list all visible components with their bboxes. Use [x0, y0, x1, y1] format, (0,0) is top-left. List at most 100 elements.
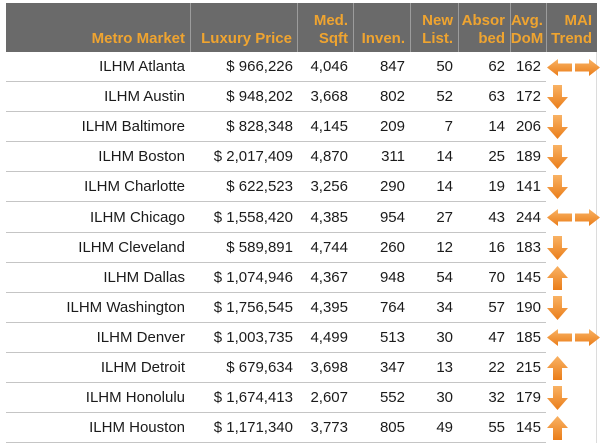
cell-absorbed: 14 — [458, 112, 510, 143]
arrow-right-icon — [575, 58, 600, 76]
cell-sqft: 3,256 — [297, 172, 353, 203]
cell-new_list: 54 — [410, 263, 458, 293]
arrow-down-icon — [547, 386, 568, 411]
arrow-up-icon — [547, 265, 568, 290]
mai-trend-indicator — [546, 202, 600, 232]
cell-price: $ 966,226 — [190, 52, 297, 83]
cell-price: $ 1,074,946 — [190, 263, 297, 293]
table-row: ILHM Dallas $ 1,074,946 4,367 948 54 70 145 — [6, 263, 596, 293]
cell-sqft: 2,607 — [297, 383, 353, 414]
cell-sqft: 4,395 — [297, 293, 353, 323]
mai-trend-indicator — [546, 263, 597, 293]
table-row: ILHM Chicago $ 1,558,420 4,385 954 27 43 244 — [6, 202, 600, 233]
cell-price: $ 1,003,735 — [190, 323, 297, 353]
mai-trend-indicator — [546, 413, 597, 443]
cell-market: ILHM Washington — [6, 293, 190, 323]
cell-new_list: 14 — [410, 142, 458, 173]
arrow-right-icon — [575, 209, 600, 227]
cell-new_list: 7 — [410, 112, 458, 143]
cell-price: $ 589,891 — [190, 233, 297, 263]
cell-absorbed: 47 — [458, 323, 510, 353]
cell-absorbed: 63 — [458, 82, 510, 113]
cell-inven: 347 — [353, 353, 410, 384]
cell-dom: 145 — [510, 413, 546, 444]
cell-absorbed: 70 — [458, 263, 510, 293]
cell-sqft: 4,145 — [297, 112, 353, 143]
arrow-down-icon — [547, 295, 568, 320]
cell-absorbed: 22 — [458, 353, 510, 384]
cell-new_list: 30 — [410, 383, 458, 414]
cell-market: ILHM Houston — [6, 413, 190, 444]
arrow-down-icon — [547, 145, 568, 170]
arrow-up-icon — [547, 355, 568, 380]
cell-market: ILHM Honolulu — [6, 383, 190, 414]
table-row: ILHM Washington $ 1,756,545 4,395 764 34 57 19… — [6, 293, 596, 323]
cell-price: $ 1,171,340 — [190, 413, 297, 444]
cell-market: ILHM Baltimore — [6, 112, 190, 143]
cell-market: ILHM Charlotte — [6, 172, 190, 203]
cell-new_list: 52 — [410, 82, 458, 113]
mai-trend-indicator — [546, 383, 597, 413]
cell-absorbed: 55 — [458, 413, 510, 444]
mai-trend-indicator — [546, 353, 597, 383]
cell-dom: 215 — [510, 353, 546, 384]
cell-absorbed: 57 — [458, 293, 510, 323]
cell-dom: 172 — [510, 82, 546, 113]
table-row: ILHM Cleveland $ 589,891 4,744 260 12 16 183 — [6, 233, 596, 263]
column-header-market: Metro Market — [91, 30, 185, 47]
cell-inven: 311 — [353, 142, 410, 173]
cell-dom: 145 — [510, 263, 546, 293]
cell-market: ILHM Atlanta — [6, 52, 190, 83]
arrow-left-icon — [547, 58, 572, 76]
cell-dom: 189 — [510, 142, 546, 173]
cell-absorbed: 32 — [458, 383, 510, 414]
cell-new_list: 34 — [410, 293, 458, 323]
cell-new_list: 50 — [410, 52, 458, 83]
arrow-down-icon — [547, 85, 568, 110]
cell-sqft: 3,698 — [297, 353, 353, 384]
cell-price: $ 1,674,413 — [190, 383, 297, 414]
cell-inven: 847 — [353, 52, 410, 83]
table-row: ILHM Atlanta $ 966,226 4,046 847 50 62 162 — [6, 52, 600, 83]
cell-absorbed: 25 — [458, 142, 510, 173]
cell-inven: 209 — [353, 112, 410, 143]
cell-market: ILHM Austin — [6, 82, 190, 113]
mai-trend-indicator — [546, 293, 597, 323]
cell-new_list: 27 — [410, 202, 458, 233]
cell-inven: 552 — [353, 383, 410, 414]
cell-sqft: 3,773 — [297, 413, 353, 444]
column-header-new_list: New List. — [410, 3, 458, 52]
cell-dom: 183 — [510, 233, 546, 263]
cell-inven: 954 — [353, 202, 410, 233]
arrow-down-icon — [547, 235, 568, 260]
cell-market: ILHM Cleveland — [6, 233, 190, 263]
cell-price: $ 679,634 — [190, 353, 297, 384]
cell-inven: 805 — [353, 413, 410, 444]
cell-new_list: 14 — [410, 172, 458, 203]
mai-trend-indicator — [546, 112, 597, 142]
table-row: ILHM Charlotte $ 622,523 3,256 290 14 19 141 — [6, 172, 597, 203]
table-row: ILHM Denver $ 1,003,735 4,499 513 30 47 185 — [6, 323, 600, 353]
mai-trend-indicator — [546, 172, 597, 202]
cell-market: ILHM Boston — [6, 142, 190, 173]
cell-price: $ 622,523 — [190, 172, 297, 203]
cell-new_list: 30 — [410, 323, 458, 353]
cell-dom: 179 — [510, 383, 546, 414]
table-row: ILHM Houston $ 1,171,340 3,773 805 49 55 145 — [6, 413, 597, 444]
arrow-down-icon — [547, 115, 568, 140]
cell-price: $ 2,017,409 — [190, 142, 297, 173]
column-header-price: Luxury Price — [190, 3, 297, 52]
arrow-left-icon — [547, 329, 572, 347]
column-header-dom: Avg. DoM — [510, 3, 546, 52]
cell-price: $ 828,348 — [190, 112, 297, 143]
column-header-inven: Inven. — [353, 3, 410, 52]
cell-inven: 290 — [353, 172, 410, 203]
mai-trend-indicator — [546, 323, 600, 353]
cell-market: ILHM Detroit — [6, 353, 190, 384]
cell-price: $ 1,558,420 — [190, 202, 297, 233]
cell-market: ILHM Chicago — [6, 202, 190, 233]
cell-new_list: 13 — [410, 353, 458, 384]
arrow-left-icon — [547, 209, 572, 227]
cell-sqft: 4,870 — [297, 142, 353, 173]
cell-absorbed: 19 — [458, 172, 510, 203]
